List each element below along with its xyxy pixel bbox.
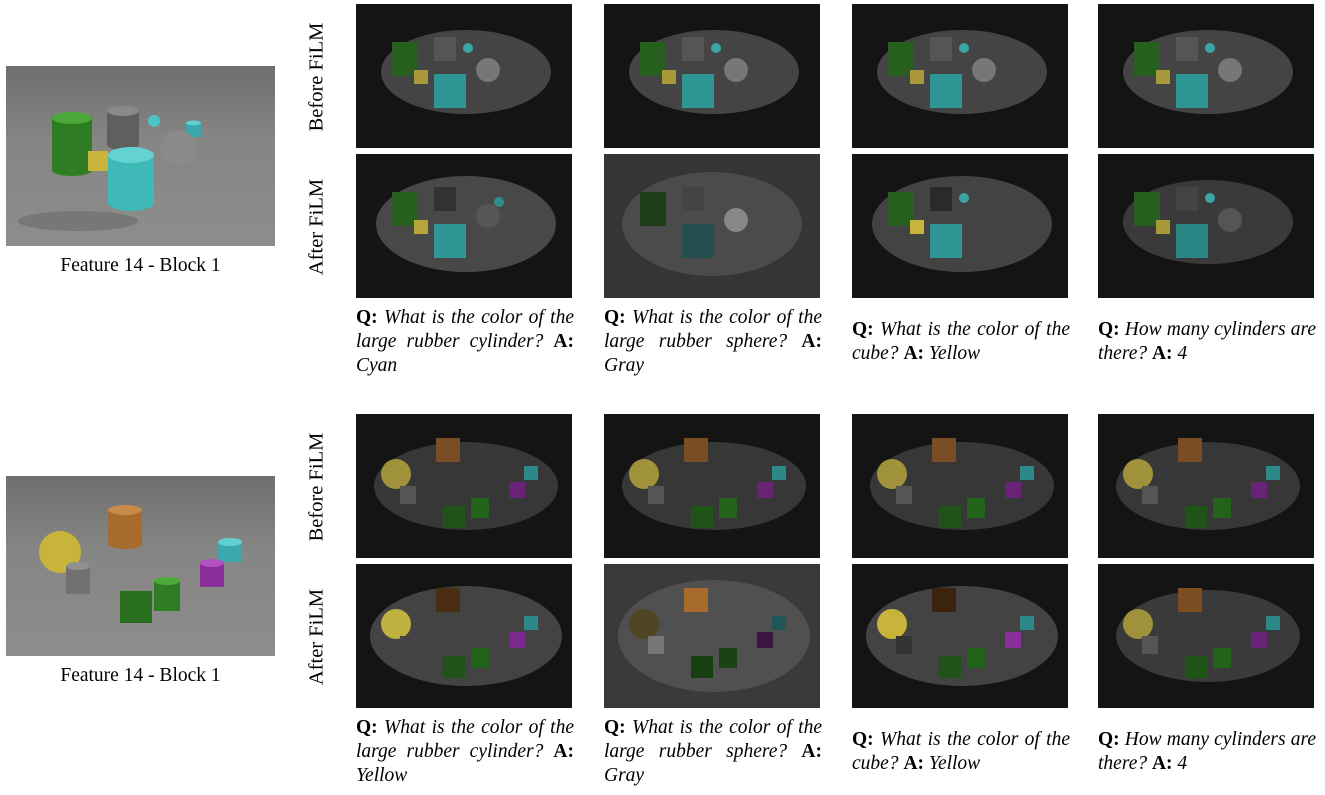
caption-question: What is the color of the large rubber sp… bbox=[604, 717, 822, 762]
heatmap-after-7 bbox=[852, 564, 1068, 708]
caption-a-label: A: bbox=[553, 741, 574, 762]
caption-a-label: A: bbox=[801, 331, 822, 352]
caption: Q: What is the color of the cube? A: Yel… bbox=[852, 318, 1070, 366]
caption-a-label: A: bbox=[553, 331, 574, 352]
caption-question: How many cylinders are there? bbox=[1098, 729, 1316, 774]
caption: Q: What is the color of the large rubber… bbox=[356, 306, 574, 378]
row-label-after: After FiLM bbox=[305, 588, 328, 686]
heatmap-after-1 bbox=[356, 154, 572, 298]
row-label-after: After FiLM bbox=[305, 178, 328, 276]
caption-q-label: Q: bbox=[1098, 729, 1120, 750]
caption-answer: Cyan bbox=[356, 355, 398, 376]
caption: Q: What is the color of the cube? A: Yel… bbox=[852, 728, 1070, 776]
caption-q-label: Q: bbox=[356, 717, 378, 738]
caption-question: What is the color of the cube? bbox=[852, 729, 1070, 774]
caption-question: What is the color of the large rubber cy… bbox=[356, 307, 574, 352]
original-image-1 bbox=[6, 66, 275, 246]
caption-answer: Gray bbox=[604, 765, 645, 786]
caption: Q: What is the color of the large rubber… bbox=[356, 716, 574, 788]
caption-answer: 4 bbox=[1177, 753, 1188, 774]
caption-answer: Yellow bbox=[356, 765, 408, 786]
caption-answer: Gray bbox=[604, 355, 645, 376]
caption-answer: 4 bbox=[1177, 343, 1188, 364]
feature-label: Feature 14 - Block 1 bbox=[60, 665, 221, 686]
caption-question: How many cylinders are there? bbox=[1098, 319, 1316, 364]
caption: Q: What is the color of the large rubber… bbox=[604, 716, 822, 788]
caption: Q: How many cylinders are there? A: 4 bbox=[1098, 728, 1316, 776]
caption-a-label: A: bbox=[801, 741, 822, 762]
heatmap-after-2 bbox=[604, 154, 820, 298]
heatmap-before-6 bbox=[604, 414, 820, 558]
row-label-before: Before FiLM bbox=[305, 22, 328, 132]
caption-answer: Yellow bbox=[928, 753, 981, 774]
heatmap-after-4 bbox=[1098, 154, 1314, 298]
caption-a-label: A: bbox=[1151, 343, 1173, 364]
caption: Q: What is the color of the large rubber… bbox=[604, 306, 822, 378]
heatmap-before-5 bbox=[356, 414, 572, 558]
row-label-before: Before FiLM bbox=[305, 432, 328, 542]
caption-question: What is the color of the large rubber cy… bbox=[356, 717, 574, 762]
caption-q-label: Q: bbox=[1098, 319, 1120, 340]
original-image-2 bbox=[6, 476, 275, 656]
caption-question: What is the color of the large rubber sp… bbox=[604, 307, 822, 352]
caption-q-label: Q: bbox=[852, 319, 874, 340]
heatmap-after-6 bbox=[604, 564, 820, 708]
heatmap-before-7 bbox=[852, 414, 1068, 558]
feature-label: Feature 14 - Block 1 bbox=[60, 255, 221, 276]
caption-q-label: Q: bbox=[604, 717, 626, 738]
caption-q-label: Q: bbox=[356, 307, 378, 328]
caption-q-label: Q: bbox=[604, 307, 626, 328]
caption-q-label: Q: bbox=[852, 729, 874, 750]
heatmap-after-3 bbox=[852, 154, 1068, 298]
heatmap-before-1 bbox=[356, 4, 572, 148]
heatmap-after-8 bbox=[1098, 564, 1314, 708]
caption-a-label: A: bbox=[903, 343, 925, 364]
caption-a-label: A: bbox=[903, 753, 925, 774]
heatmap-before-2 bbox=[604, 4, 820, 148]
heatmap-after-5 bbox=[356, 564, 572, 708]
caption-a-label: A: bbox=[1151, 753, 1173, 774]
caption-answer: Yellow bbox=[928, 343, 981, 364]
heatmap-before-3 bbox=[852, 4, 1068, 148]
caption-question: What is the color of the cube? bbox=[852, 319, 1070, 364]
caption: Q: How many cylinders are there? A: 4 bbox=[1098, 318, 1316, 366]
heatmap-before-8 bbox=[1098, 414, 1314, 558]
heatmap-before-4 bbox=[1098, 4, 1314, 148]
